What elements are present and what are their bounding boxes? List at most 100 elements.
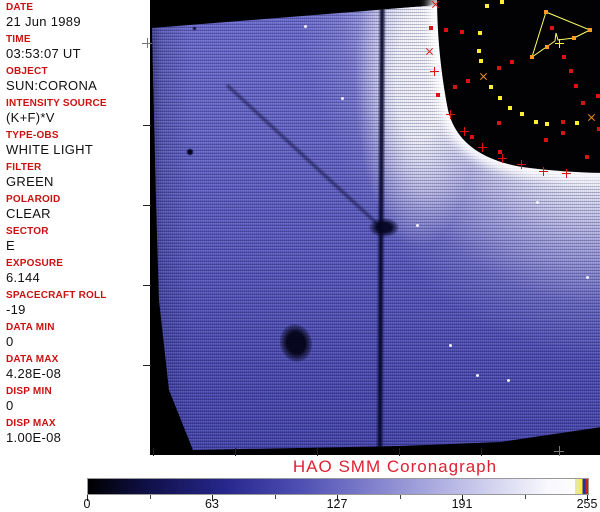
metadata-value: CLEAR xyxy=(6,206,51,221)
colorbar-minor-tick xyxy=(150,495,151,499)
colorbar-major-tick xyxy=(462,495,463,501)
white-speck xyxy=(341,97,344,100)
red-square-marker xyxy=(597,127,600,131)
red-plus-marker xyxy=(459,126,469,136)
bottom-fiducial-plus xyxy=(554,446,564,456)
metadata-label: OBJECT xyxy=(6,66,48,77)
colorbar-tick-label: 63 xyxy=(205,497,219,511)
metadata-value: 4.28E-08 xyxy=(6,366,62,381)
metadata-field: DATE 21 Jun 1989 xyxy=(6,2,148,29)
red-square-marker xyxy=(574,84,578,88)
metadata-field: INTENSITY SOURCE (K+F)*V xyxy=(6,98,148,125)
metadata-field: POLAROID CLEAR xyxy=(6,194,148,221)
white-speck xyxy=(449,344,452,347)
metadata-field: DATA MIN 0 xyxy=(6,322,148,349)
metadata-label: DATA MIN xyxy=(6,322,55,333)
coronagraph-image xyxy=(150,0,600,455)
metadata-field: TYPE-OBS WHITE LIGHT xyxy=(6,130,148,157)
white-speck xyxy=(304,25,307,28)
yellow-square-marker xyxy=(500,0,504,4)
bottom-axis-tick xyxy=(153,448,154,456)
red-square-marker xyxy=(596,94,600,98)
red-plus-marker xyxy=(429,66,439,76)
occulter-overlay xyxy=(429,0,600,181)
colorbar-tick-label: 255 xyxy=(576,497,598,511)
metadata-label: TIME xyxy=(6,34,31,45)
instrument-title: HAO SMM Coronagraph xyxy=(292,457,498,476)
red-square-marker xyxy=(510,60,514,64)
intensity-colorbar xyxy=(87,478,589,495)
red-plus-marker xyxy=(445,109,455,119)
metadata-value: GREEN xyxy=(6,174,54,189)
metadata-field: DISP MAX 1.00E-08 xyxy=(6,418,148,445)
metadata-label: EXPOSURE xyxy=(6,258,64,269)
bottom-axis-tick xyxy=(317,448,318,456)
metadata-field: TIME 03:53:07 UT xyxy=(6,34,148,61)
red-square-marker xyxy=(561,131,565,135)
metadata-field: FILTER GREEN xyxy=(6,162,148,189)
red-square-marker xyxy=(561,120,565,124)
metadata-value: -19 xyxy=(6,302,26,317)
metadata-label: DATE xyxy=(6,2,34,13)
metadata-value: 0 xyxy=(6,334,14,349)
white-speck xyxy=(476,374,479,377)
red-square-marker xyxy=(562,55,566,59)
metadata-label: FILTER xyxy=(6,162,42,173)
left-fiducial-plus xyxy=(142,38,152,48)
left-axis-tick xyxy=(143,205,151,206)
red-square-marker xyxy=(497,66,501,70)
metadata-value: E xyxy=(6,238,15,253)
bottom-axis-tick xyxy=(235,448,236,456)
red-square-marker xyxy=(460,30,464,34)
red-plus-marker xyxy=(497,153,507,163)
colorbar-minor-tick xyxy=(400,495,401,499)
metadata-value: (K+F)*V xyxy=(6,110,55,125)
white-speck xyxy=(536,201,539,204)
dark-speck xyxy=(187,149,193,155)
red-square-marker xyxy=(466,79,470,83)
metadata-value: 0 xyxy=(6,398,14,413)
yellow-square-marker xyxy=(534,120,538,124)
metadata-label: TYPE-OBS xyxy=(6,130,59,141)
red-square-marker xyxy=(429,26,433,30)
red-square-marker xyxy=(470,135,474,139)
yellow-square-marker xyxy=(575,121,579,125)
red-square-marker xyxy=(581,101,585,105)
red-plus-marker xyxy=(538,166,548,176)
metadata-label: DISP MIN xyxy=(6,386,52,397)
red-square-marker xyxy=(569,69,573,73)
colorbar-major-tick xyxy=(587,495,588,501)
arm-junction-blob xyxy=(369,218,399,237)
red-square-marker xyxy=(585,155,589,159)
red-square-marker xyxy=(498,150,502,154)
colorbar-major-tick xyxy=(337,495,338,501)
yellow-square-marker xyxy=(545,122,549,126)
colorbar-tick-label: 191 xyxy=(451,497,473,511)
left-axis-tick xyxy=(143,125,151,126)
metadata-label: DATA MAX xyxy=(6,354,59,365)
metadata-label: POLAROID xyxy=(6,194,61,205)
metadata-label: DISP MAX xyxy=(6,418,56,429)
metadata-value: 21 Jun 1989 xyxy=(6,14,81,29)
red-square-marker xyxy=(444,28,448,32)
colorbar-tick-label: 0 xyxy=(83,497,91,511)
metadata-field: DISP MIN 0 xyxy=(6,386,148,413)
metadata-panel: DATE 21 Jun 1989 TIME 03:53:07 UT OBJECT SUN:… xyxy=(0,0,148,455)
red-square-marker xyxy=(453,85,457,89)
white-speck xyxy=(507,379,510,382)
metadata-field: EXPOSURE 6.144 xyxy=(6,258,148,285)
bottom-axis-tick xyxy=(481,448,482,456)
colorbar-major-tick xyxy=(212,495,213,501)
left-axis-tick xyxy=(143,365,151,366)
metadata-field: DATA MAX 4.28E-08 xyxy=(6,354,148,381)
yellow-square-marker xyxy=(477,49,481,53)
metadata-value: 03:53:07 UT xyxy=(6,46,81,61)
orange-vertex-marker xyxy=(545,45,549,49)
yellow-square-marker xyxy=(508,106,512,110)
orange-vertex-marker xyxy=(544,10,548,14)
white-speck xyxy=(416,224,419,227)
metadata-value: 6.144 xyxy=(6,270,41,285)
yellow-square-marker xyxy=(478,31,482,35)
bottom-axis-tick xyxy=(399,448,400,456)
